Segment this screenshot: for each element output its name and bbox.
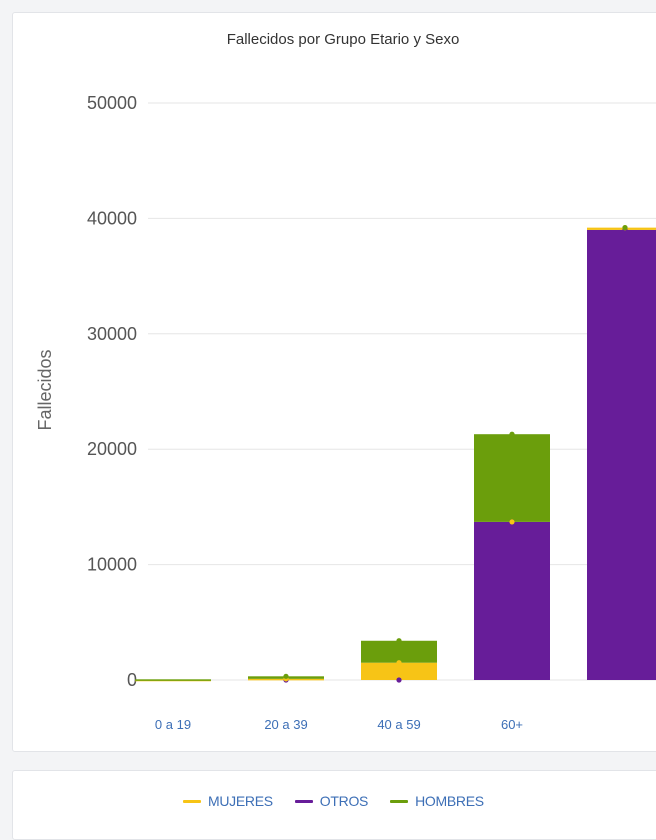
series-marker bbox=[509, 431, 515, 437]
series-markers bbox=[283, 225, 628, 683]
legend-item[interactable]: HOMBRES bbox=[390, 793, 484, 809]
bar-segment[interactable] bbox=[135, 679, 211, 681]
y-tick-labels: 0 10000 20000 30000 40000 50000 bbox=[87, 93, 137, 690]
bar-segment[interactable] bbox=[361, 662, 437, 680]
series-marker bbox=[396, 660, 402, 666]
x-tick-label: 20 a 39 bbox=[264, 717, 307, 732]
legend-swatch bbox=[294, 799, 313, 803]
series-marker bbox=[396, 677, 402, 683]
legend-item[interactable]: MUJERES bbox=[183, 793, 273, 809]
x-tick-label: 60+ bbox=[501, 717, 523, 732]
x-tick-label: 40 a 59 bbox=[377, 717, 420, 732]
y-tick-label: 30000 bbox=[87, 324, 137, 344]
chart-title: Fallecidos por Grupo Etario y Sexo bbox=[227, 31, 460, 48]
chart-legend: MUJERES OTROS HOMBRES bbox=[183, 793, 484, 809]
chart-area: Fallecidos por Grupo Etario y Sexo Falle… bbox=[35, 31, 656, 732]
y-tick-label: 10000 bbox=[87, 555, 137, 575]
y-tick-label: 20000 bbox=[87, 439, 137, 459]
series-marker bbox=[283, 673, 289, 679]
legend-card: MUJERES OTROS HOMBRES bbox=[12, 770, 656, 840]
bar-segment[interactable] bbox=[474, 521, 550, 680]
grid-lines bbox=[148, 102, 656, 681]
chart-card: Fallecidos por Grupo Etario y Sexo Falle… bbox=[12, 12, 656, 752]
legend-item[interactable]: OTROS bbox=[294, 793, 369, 809]
legend-label: MUJERES bbox=[208, 793, 273, 809]
bar-segment[interactable] bbox=[474, 434, 550, 522]
bars bbox=[135, 227, 656, 682]
y-tick-label: 0 bbox=[127, 670, 137, 690]
x-tick-labels: 0 a 19 20 a 39 40 a 59 60+ bbox=[155, 717, 523, 732]
y-tick-label: 50000 bbox=[87, 93, 137, 113]
bar-segment[interactable] bbox=[587, 227, 656, 230]
series-marker bbox=[622, 225, 628, 231]
legend-label: HOMBRES bbox=[415, 793, 484, 809]
series-marker bbox=[396, 638, 402, 644]
series-marker bbox=[509, 519, 515, 525]
y-axis-label: Fallecidos bbox=[35, 349, 55, 430]
bar-segment[interactable] bbox=[587, 229, 656, 680]
legend-swatch bbox=[390, 799, 409, 803]
bar-segment[interactable] bbox=[361, 640, 437, 663]
legend-label: OTROS bbox=[319, 793, 369, 809]
legend-swatch bbox=[183, 799, 201, 803]
y-tick-label: 40000 bbox=[87, 208, 137, 228]
x-tick-label: 0 a 19 bbox=[155, 717, 191, 732]
